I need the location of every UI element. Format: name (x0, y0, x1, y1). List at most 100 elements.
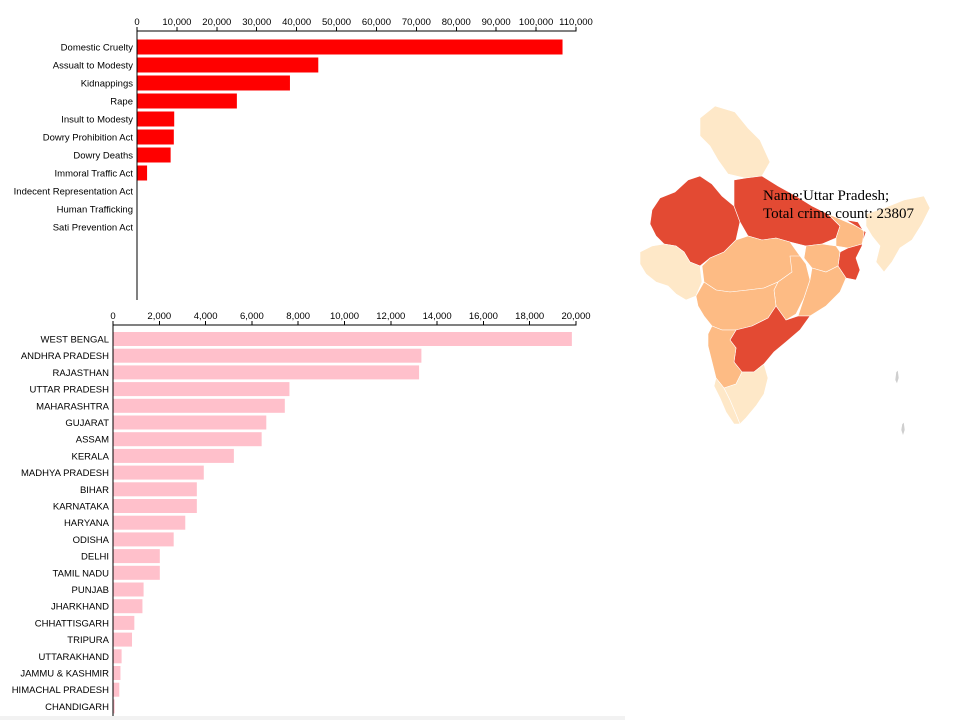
crime-type-labels: Domestic Cruelty Assualt to Modesty Kidnap… (14, 43, 134, 234)
map-region-northeast[interactable] (865, 195, 931, 273)
bar-assualt-to-modesty[interactable] (137, 57, 319, 73)
category-label: TRIPURA (67, 635, 109, 646)
category-label: BIHAR (80, 485, 109, 496)
map-region-islands (894, 369, 906, 437)
bar-chandigarh[interactable] (113, 699, 115, 714)
x-tick-label: 12,000 (376, 311, 405, 322)
bar-chhattisgarh[interactable] (113, 615, 135, 630)
category-label: PUNJAB (72, 585, 109, 596)
category-label: HIMACHAL PRADESH (12, 685, 109, 696)
bar-uttar-pradesh[interactable] (113, 382, 290, 397)
x-tick-label: 80,000 (442, 17, 471, 28)
map-region-gujarat[interactable] (639, 243, 703, 301)
bar-jharkhand[interactable] (113, 599, 143, 614)
x-tick-label: 100,000 (519, 17, 553, 28)
category-label: KARNATAKA (53, 502, 110, 513)
x-tick-label: 60,000 (362, 17, 391, 28)
x-tick-label: 0 (110, 311, 115, 322)
x-tick-label: 10,000 (330, 311, 359, 322)
bar-maharashtra[interactable] (113, 398, 285, 413)
category-label: Immoral Traffic Act (55, 169, 134, 180)
bar-immoral-traffic-act[interactable] (137, 165, 148, 181)
category-label: CHHATTISGARH (35, 618, 109, 629)
bar-punjab[interactable] (113, 582, 144, 597)
category-label: Human Trafficking (57, 205, 133, 216)
category-label: DELHI (81, 552, 109, 563)
category-label: JAMMU & KASHMIR (20, 669, 109, 680)
bar-rape[interactable] (137, 93, 237, 109)
x-tick-label: 16,000 (469, 311, 498, 322)
category-label: UTTARAKHAND (38, 652, 109, 663)
state-bar-chart: WEST BENGAL ANDHRA PRADESH RAJASTHAN UTTAR … (12, 311, 591, 716)
crime-type-x-axis: 0 10,000 20,000 30,000 40,000 50,000 60,000 70,… (134, 17, 593, 300)
crime-type-bars (137, 39, 563, 181)
bar-insult-to-modesty[interactable] (137, 111, 175, 127)
category-label: CHANDIGARH (45, 702, 109, 713)
state-x-axis: 0 2,000 4,000 6,000 8,000 10,000 12,000 14,000 1… (110, 311, 591, 716)
bar-dowry-prohibition-act[interactable] (137, 129, 174, 145)
bar-tripura[interactable] (113, 632, 133, 647)
bar-karnataka[interactable] (113, 499, 197, 513)
x-tick-label: 8,000 (286, 311, 310, 322)
bar-dowry-deaths[interactable] (137, 147, 171, 163)
category-label: Dowry Deaths (73, 151, 133, 162)
map-region-chhattisgarh[interactable] (773, 255, 811, 321)
x-tick-label: 70,000 (402, 17, 431, 28)
x-tick-label: 10,000 (162, 17, 191, 28)
x-tick-label: 2,000 (147, 311, 171, 322)
category-label: Insult to Modesty (61, 115, 133, 126)
bar-west-bengal[interactable] (113, 332, 572, 346)
category-label: JHARKHAND (51, 602, 109, 613)
category-label: ANDHRA PRADESH (21, 351, 109, 362)
bar-uttarakhand[interactable] (113, 649, 122, 664)
bar-madhya-pradesh[interactable] (113, 465, 204, 480)
bar-kerala[interactable] (113, 448, 234, 463)
x-tick-label: 90,000 (482, 17, 511, 28)
bar-delhi[interactable] (113, 549, 160, 564)
map-region-odisha[interactable] (797, 265, 847, 317)
bar-himachal-pradesh[interactable] (113, 682, 120, 697)
tooltip-line-name: Name:Uttar Pradesh; (763, 188, 889, 204)
bar-assam[interactable] (113, 432, 262, 447)
category-label: MADHYA PRADESH (21, 468, 109, 479)
category-label: UTTAR PRADESH (29, 385, 109, 396)
bar-gujarat[interactable] (113, 415, 267, 430)
bar-odisha[interactable] (113, 532, 174, 547)
x-tick-label: 18,000 (515, 311, 544, 322)
bar-kidnappings[interactable] (137, 75, 290, 91)
category-label: WEST BENGAL (41, 335, 109, 346)
x-tick-label: 50,000 (322, 17, 351, 28)
x-tick-label: 20,000 (202, 17, 231, 28)
state-bars (113, 332, 572, 714)
category-label: GUJARAT (65, 418, 109, 429)
map-region-tamil-nadu[interactable] (723, 363, 769, 425)
bar-jammu-kashmir[interactable] (113, 666, 121, 680)
map-region-north[interactable] (699, 105, 771, 179)
bar-haryana[interactable] (113, 515, 186, 530)
category-label: Rape (110, 97, 133, 108)
x-tick-label: 20,000 (561, 311, 590, 322)
crime-type-bar-chart: Domestic Cruelty Assualt to Modesty Kidnap… (14, 17, 593, 300)
x-tick-label: 4,000 (194, 311, 218, 322)
bar-andhra-pradesh[interactable] (113, 348, 422, 363)
tooltip-line-count: Total crime count: 23807 (763, 206, 914, 222)
category-label: Assualt to Modesty (53, 61, 134, 72)
map-region-uttar-pradesh[interactable] (733, 175, 841, 247)
bar-tamil-nadu[interactable] (113, 565, 160, 580)
category-label: HARYANA (64, 518, 110, 529)
x-tick-label: 40,000 (282, 17, 311, 28)
category-label: Dowry Prohibition Act (43, 133, 134, 144)
map-region-west-bengal[interactable] (837, 219, 867, 281)
category-label: RAJASTHAN (53, 368, 110, 379)
category-label: Indecent Representation Act (14, 187, 134, 198)
bar-rajasthan[interactable] (113, 365, 420, 380)
category-label: KERALA (72, 451, 110, 462)
category-label: Sati Prevention Act (53, 223, 134, 234)
x-tick-label: 30,000 (242, 17, 271, 28)
x-tick-label: 0 (134, 17, 139, 28)
map-tooltip: Name:Uttar Pradesh; Total crime count: 2… (763, 188, 914, 222)
bar-bihar[interactable] (113, 482, 197, 497)
bar-domestic-cruelty[interactable] (137, 39, 563, 55)
india-choropleth-map: Name:Uttar Pradesh; Total crime count: 2… (639, 105, 931, 437)
